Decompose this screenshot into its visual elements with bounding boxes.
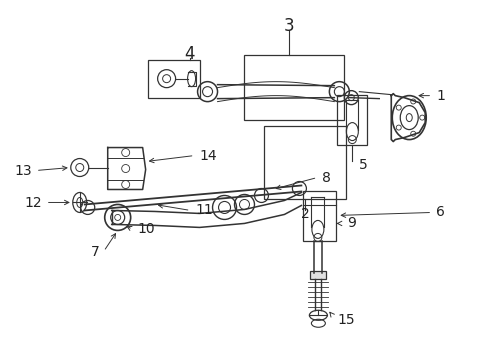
Bar (303, 192, 336, 242)
Text: 1: 1 (435, 89, 444, 103)
Text: 3: 3 (284, 17, 294, 35)
Text: 9: 9 (346, 216, 355, 230)
Text: 10: 10 (138, 222, 155, 237)
Text: 7: 7 (91, 246, 100, 260)
Text: 14: 14 (199, 149, 217, 162)
Text: 5: 5 (358, 158, 367, 171)
Text: 4: 4 (184, 45, 194, 63)
Text: 12: 12 (24, 197, 42, 211)
Text: 8: 8 (322, 171, 330, 185)
Bar (264, 126, 346, 199)
Bar (244, 55, 344, 120)
Text: 6: 6 (435, 206, 444, 220)
Text: 13: 13 (14, 163, 32, 177)
Text: 15: 15 (337, 313, 354, 327)
Text: 11: 11 (195, 203, 213, 217)
Bar (147, 60, 199, 98)
Bar (310, 271, 325, 279)
Bar (337, 95, 366, 145)
Text: 2: 2 (301, 207, 309, 221)
